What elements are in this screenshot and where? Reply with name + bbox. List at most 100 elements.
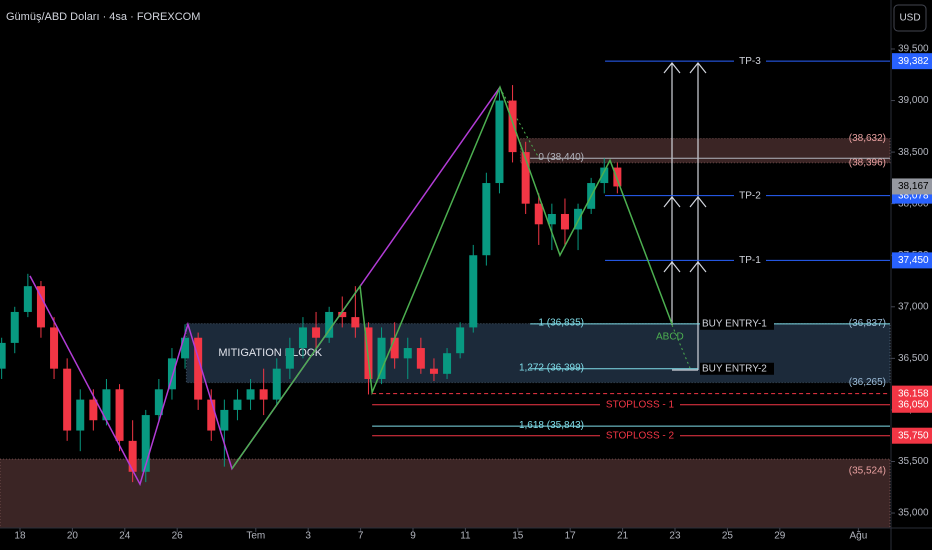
x-tick-label: Tem: [246, 531, 265, 542]
price-tag: [892, 427, 932, 444]
x-tick-label: Ağu: [850, 531, 868, 542]
candle-body: [377, 337, 386, 379]
level-label-bg: [600, 429, 680, 442]
y-tick-label: 35,000: [898, 508, 929, 519]
candle-body: [416, 348, 425, 369]
level-label: TP-2: [739, 190, 761, 201]
price-tag: [892, 396, 932, 413]
fib-label: 1,618 (35,843): [519, 420, 584, 431]
level-label-bg: [700, 317, 774, 330]
candle-body: [207, 399, 216, 431]
candle-body: [233, 399, 242, 410]
price-tag-label: 38,078: [898, 190, 929, 201]
candle-body: [469, 255, 478, 328]
x-tick-label: 11: [460, 531, 471, 542]
last-price-tag: [892, 178, 932, 195]
x-tick-label: 9: [410, 531, 416, 542]
candle-body: [115, 389, 124, 441]
level-label: BUY ENTRY-2: [702, 363, 767, 374]
candle-body: [36, 286, 45, 328]
last-price-label: 38,167: [898, 181, 929, 192]
candle-body: [456, 327, 465, 354]
level-label-bg: [700, 362, 774, 375]
x-tick-label: 25: [722, 531, 734, 542]
x-tick-label: 21: [617, 531, 629, 542]
price-tag-label: 36,050: [898, 399, 929, 410]
candle-body: [613, 167, 622, 187]
candle-body: [338, 311, 347, 318]
candle-body: [181, 337, 190, 359]
zigzag-line: [231, 85, 673, 470]
candle-body: [141, 415, 150, 472]
candle-body: [495, 100, 504, 184]
candle-body: [102, 389, 111, 421]
x-tick-label: 17: [565, 531, 577, 542]
candle-body: [390, 337, 399, 359]
y-tick-label: 38,500: [898, 147, 929, 158]
y-tick-label: 37,000: [898, 301, 929, 312]
candle-body: [63, 368, 72, 431]
x-tick-label: 15: [512, 531, 524, 542]
x-tick-label: 18: [14, 531, 26, 542]
target-arrows: [663, 62, 707, 371]
x-tick-label: 29: [774, 531, 786, 542]
candle-body: [0, 342, 6, 369]
currency-label: USD: [899, 13, 920, 24]
zone-top-label: (35,524): [849, 466, 886, 477]
x-tick-label: 20: [67, 531, 79, 542]
candle-body: [246, 389, 255, 400]
candle-body: [298, 327, 307, 349]
candle-body: [23, 286, 32, 312]
zone-bottom-label: (38,396): [849, 157, 886, 168]
y-tick-label: 38,000: [898, 198, 929, 209]
candle-body: [89, 399, 98, 421]
level-label-bg: [734, 189, 766, 202]
candle-body: [560, 213, 569, 230]
candle-body: [429, 368, 438, 374]
level-label: STOPLOSS - 2: [606, 430, 675, 441]
candle-body: [574, 208, 583, 230]
level-label: BUY ENTRY-1: [702, 318, 767, 329]
level-label: TP-3: [739, 56, 761, 67]
zone-top-label: (38,632): [849, 133, 886, 144]
pattern-label: ABCD: [656, 332, 684, 343]
retrace-dots: [499, 87, 541, 161]
candle-body: [167, 358, 176, 390]
candle-body: [351, 317, 360, 328]
x-tick-label: 24: [119, 531, 131, 542]
candle-body: [364, 327, 373, 379]
x-tick-label: 23: [669, 531, 681, 542]
candle-body: [508, 100, 517, 153]
candle-body: [443, 353, 452, 374]
level-label-bg: [734, 55, 766, 68]
price-tag-label: 37,450: [898, 255, 929, 266]
y-tick-label: 39,000: [898, 95, 929, 106]
price-tag-label: 35,750: [898, 430, 929, 441]
candle-body: [50, 327, 59, 369]
candle-body: [403, 348, 412, 359]
level-label: STOPLOSS - 1: [606, 399, 675, 410]
candle-body: [534, 203, 543, 225]
candle-body: [259, 389, 268, 400]
price-tag-label: 36,158: [898, 388, 929, 399]
candle-body: [285, 348, 294, 369]
y-tick-label: 39,500: [898, 44, 929, 55]
price-tag-label: 39,382: [898, 56, 929, 67]
candle-body: [482, 183, 491, 256]
candle-body: [325, 311, 334, 338]
fib-label: 1 (36,835): [538, 317, 584, 328]
x-tick-label: 26: [172, 531, 184, 542]
currency-button[interactable]: [893, 4, 927, 32]
candle-body: [220, 409, 229, 431]
fib-label: 0 (38,440): [538, 152, 584, 163]
candle-body: [76, 399, 85, 431]
candle-body: [272, 368, 281, 400]
zone-bottom-label: (36,265): [849, 377, 886, 388]
y-tick-label: 36,500: [898, 353, 929, 364]
candle-body: [128, 440, 137, 472]
x-tick-label: 3: [305, 531, 311, 542]
fib-label: 1,272 (36,399): [519, 362, 584, 373]
candle-body: [600, 167, 609, 184]
